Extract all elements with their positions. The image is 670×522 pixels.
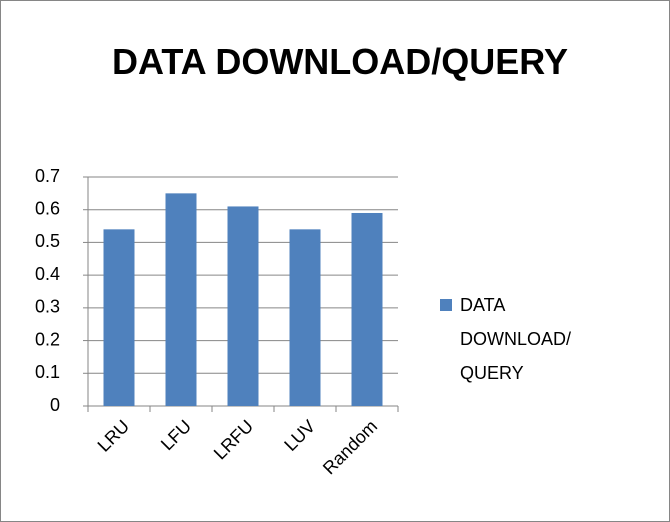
y-tick-label: 0.1 — [35, 362, 60, 382]
x-tick-label: LUV — [280, 416, 319, 455]
bar — [227, 206, 259, 406]
bar — [351, 212, 383, 406]
y-tick-label: 0.4 — [35, 264, 60, 284]
y-tick-label: 0.6 — [35, 198, 60, 218]
x-tick-label: LRU — [94, 416, 134, 456]
bar — [103, 229, 135, 406]
legend-swatch — [440, 299, 452, 311]
x-tick-label: Random — [319, 416, 381, 478]
bar — [165, 193, 197, 406]
y-tick-label: 0.5 — [35, 231, 60, 251]
legend-label: DATA DOWNLOAD/QUERY — [460, 295, 572, 383]
y-tick-label: 0.3 — [35, 297, 60, 317]
x-tick-label: LRFU — [210, 416, 257, 463]
y-tick-label: 0.7 — [35, 166, 60, 186]
legend: DATA DOWNLOAD/QUERY — [440, 288, 575, 390]
bar — [289, 229, 321, 406]
chart-title: DATA DOWNLOAD/QUERY — [112, 41, 568, 82]
y-tick-label: 0.2 — [35, 329, 60, 349]
y-tick-label: 0 — [50, 395, 60, 415]
x-tick-label: LFU — [157, 416, 195, 454]
